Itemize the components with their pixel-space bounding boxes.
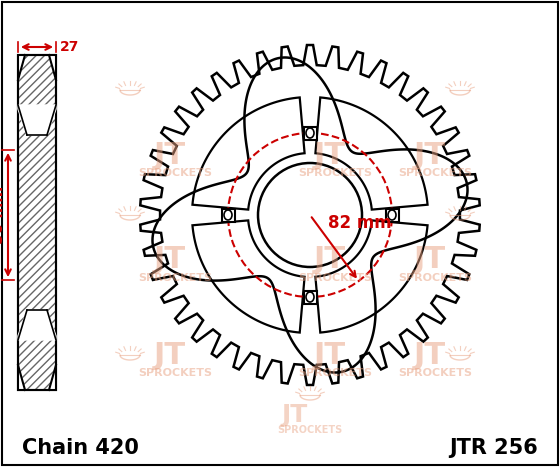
Text: JT: JT (314, 141, 346, 170)
Text: JT: JT (154, 246, 186, 275)
Bar (222, 208, 235, 221)
Bar (18, 55, 56, 390)
Text: SPROCKETS: SPROCKETS (138, 273, 212, 283)
Text: JT: JT (282, 403, 308, 427)
Polygon shape (18, 105, 56, 135)
Text: SPROCKETS: SPROCKETS (277, 425, 343, 435)
Text: JT: JT (314, 246, 346, 275)
Text: JT: JT (154, 340, 186, 369)
Text: 27: 27 (60, 40, 80, 54)
Text: 82 mm: 82 mm (328, 214, 391, 232)
Text: SPROCKETS: SPROCKETS (298, 273, 372, 283)
Text: JT: JT (414, 340, 446, 369)
Bar (304, 290, 316, 304)
Text: SPROCKETS: SPROCKETS (298, 368, 372, 378)
Bar (304, 127, 316, 140)
Text: JT: JT (414, 246, 446, 275)
Bar (18, 55, 56, 390)
Bar (385, 208, 399, 221)
Polygon shape (18, 55, 56, 80)
Text: JT: JT (154, 141, 186, 170)
Text: SPROCKETS: SPROCKETS (138, 368, 212, 378)
Text: JT: JT (314, 340, 346, 369)
Text: SPROCKETS: SPROCKETS (398, 273, 472, 283)
Text: SPROCKETS: SPROCKETS (398, 368, 472, 378)
Polygon shape (18, 310, 56, 340)
Text: 50 mm: 50 mm (0, 186, 7, 244)
Text: Chain 420: Chain 420 (22, 438, 139, 458)
Text: JT: JT (414, 141, 446, 170)
Text: SPROCKETS: SPROCKETS (138, 168, 212, 178)
Text: JTR 256: JTR 256 (449, 438, 538, 458)
Text: SPROCKETS: SPROCKETS (298, 168, 372, 178)
Polygon shape (18, 365, 56, 390)
Text: SPROCKETS: SPROCKETS (398, 168, 472, 178)
Bar (18, 55, 56, 390)
